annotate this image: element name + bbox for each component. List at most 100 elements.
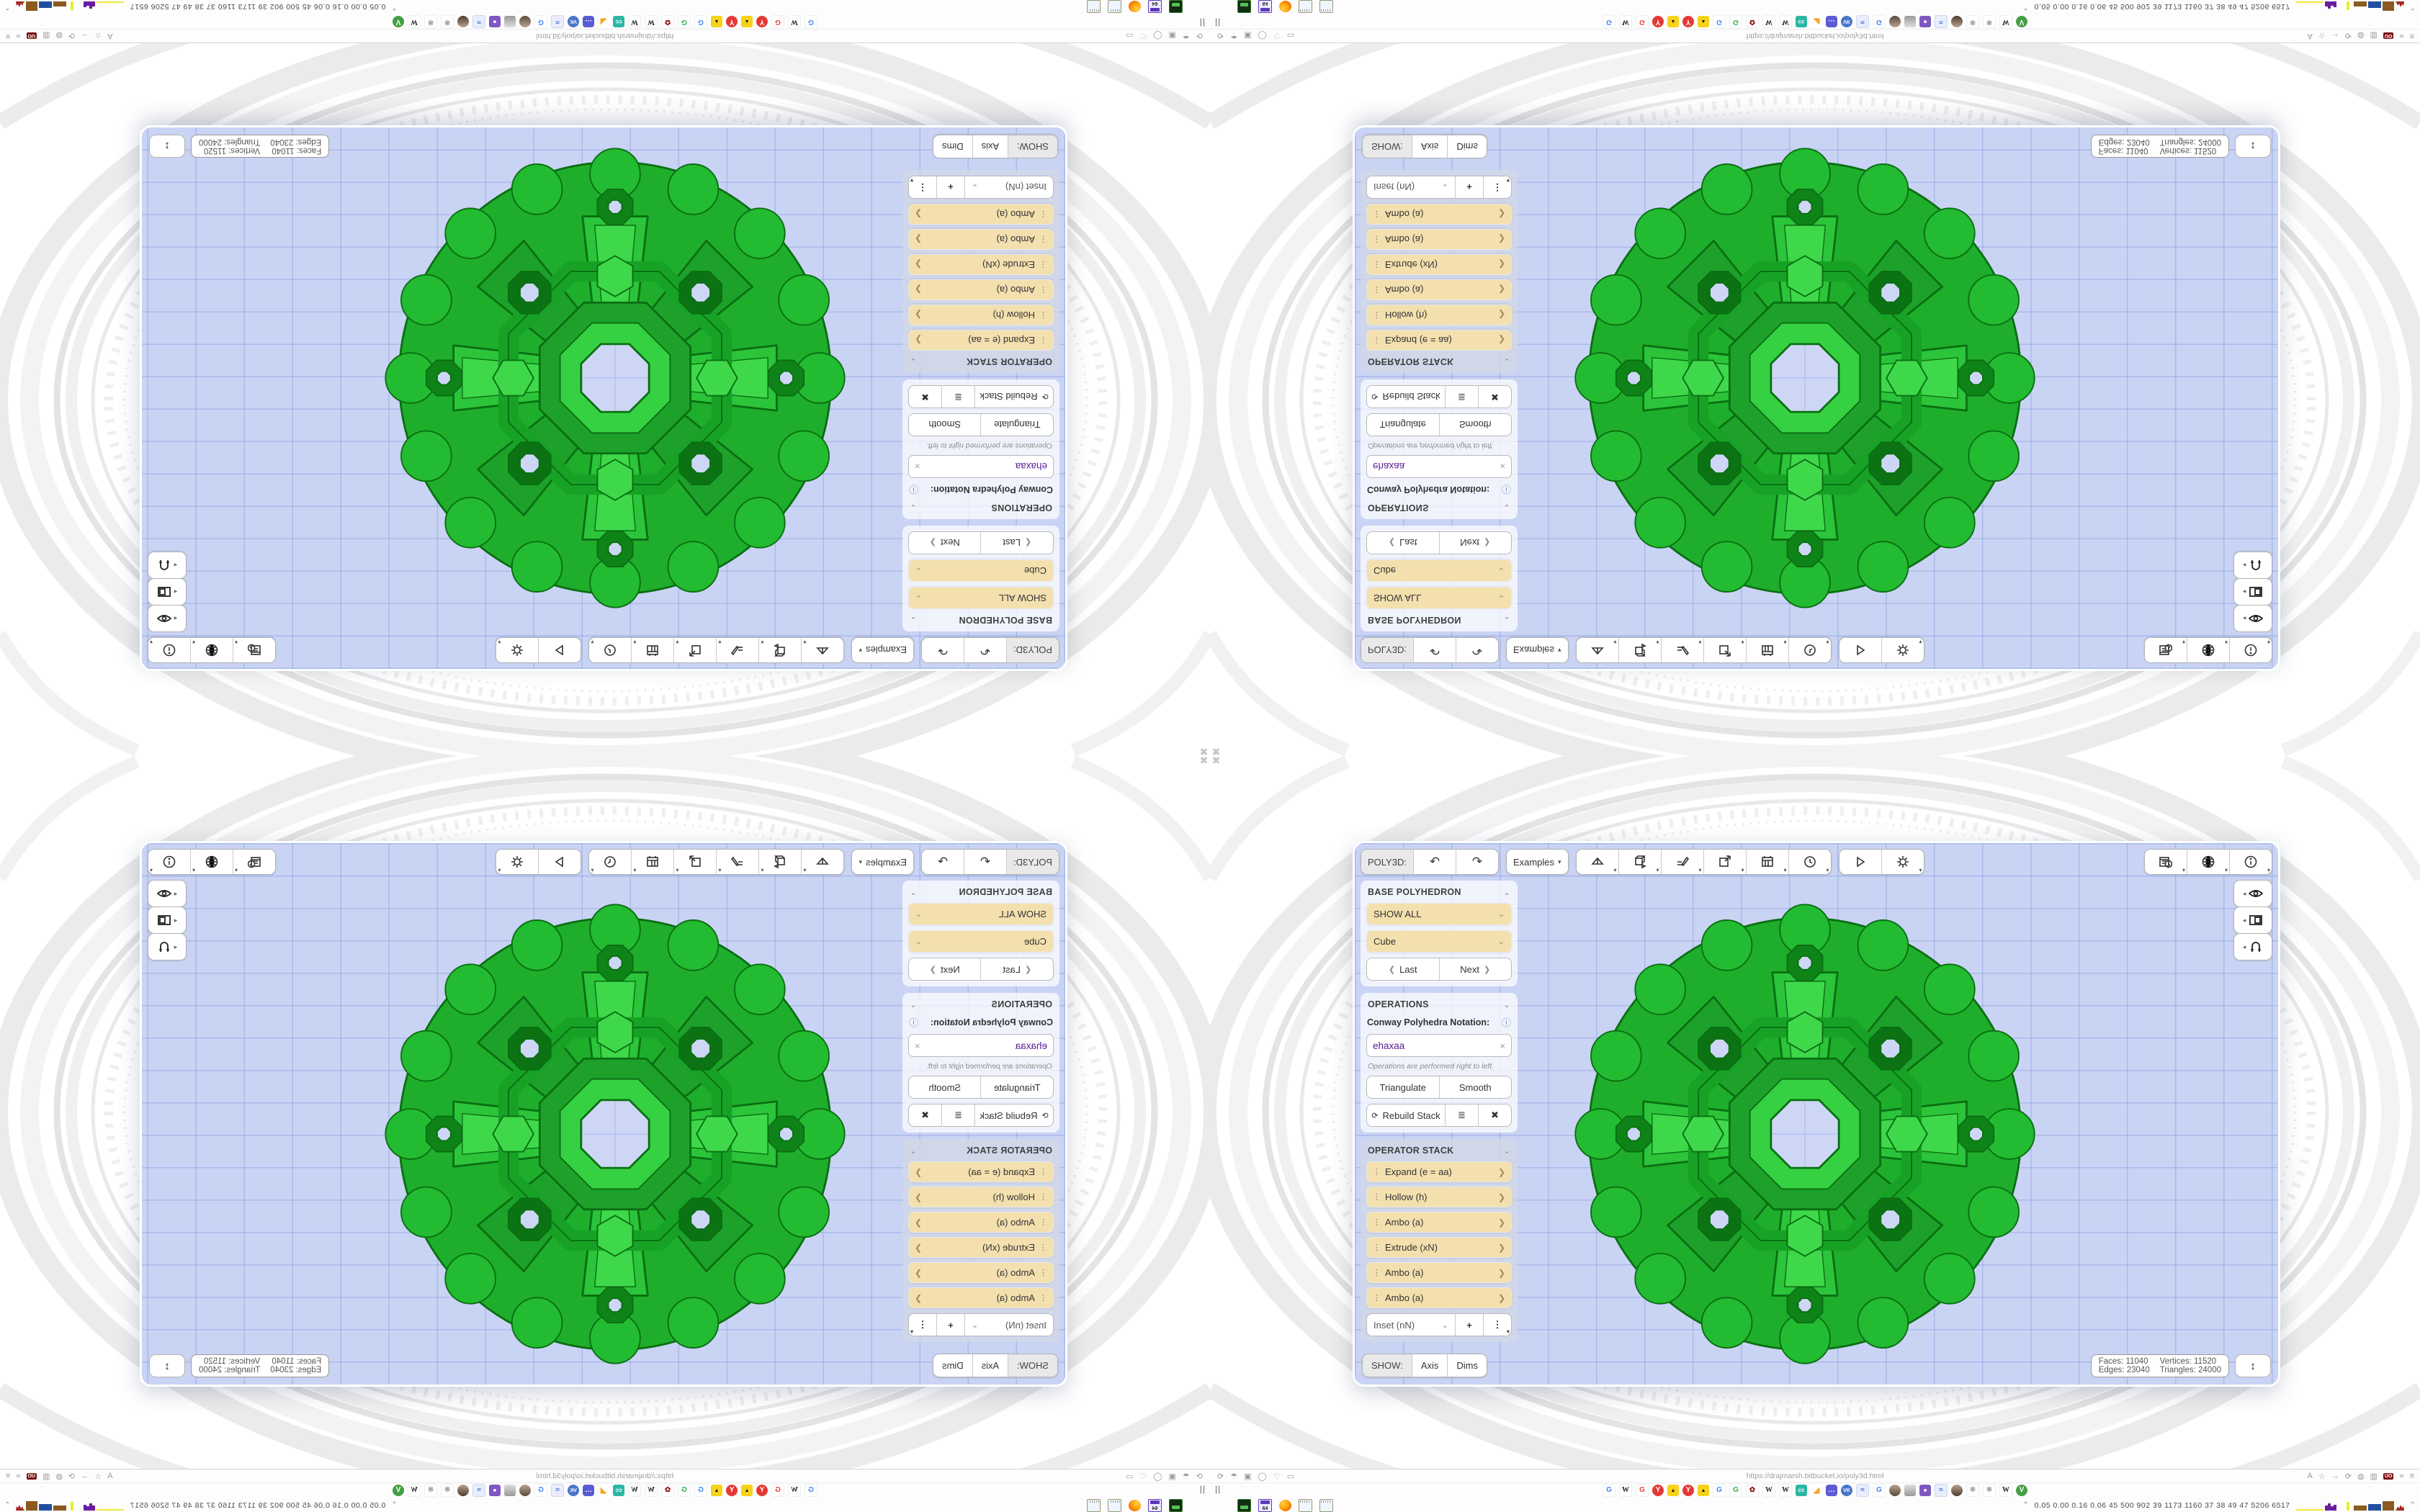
add-operator-select[interactable]: Inset (nN) ⌄: [972, 181, 1047, 193]
base-shape-select[interactable]: Cube ⌄: [1366, 559, 1512, 582]
bookmark-favicon[interactable]: …: [583, 16, 594, 27]
operator-stack-row[interactable]: ⋮ Ambo (a) ❯: [908, 1287, 1054, 1308]
toolbar-icon[interactable]: ▣: [1244, 31, 1252, 40]
undo-button[interactable]: ↶: [964, 850, 1008, 874]
dims-toggle[interactable]: Dims: [933, 135, 973, 158]
bookmark-favicon[interactable]: [1904, 1485, 1916, 1496]
bookmark-favicon[interactable]: [1951, 1485, 1963, 1496]
clear-stack-button[interactable]: ✖: [1478, 386, 1511, 408]
operator-stack-row[interactable]: ⋮ Hollow (h) ❯: [1366, 1187, 1512, 1207]
bookmark-favicon[interactable]: W: [1619, 1484, 1632, 1497]
rebuild-stack-button[interactable]: ⟳ Rebuild Stack: [980, 391, 1049, 402]
bookmark-favicon[interactable]: W: [1762, 1484, 1775, 1497]
add-operator-select[interactable]: Inset (nN) ⌄: [1373, 181, 1448, 193]
firefox-icon[interactable]: [1129, 1499, 1141, 1511]
bookmark-favicon[interactable]: ※: [424, 1484, 437, 1497]
chevron-up-icon[interactable]: ⌃: [4, 1501, 11, 1509]
bookmark-favicon[interactable]: G: [771, 1484, 784, 1497]
ublock-icon[interactable]: UO: [26, 1472, 37, 1480]
bookmark-favicon[interactable]: V: [393, 16, 404, 27]
bookmark-favicon[interactable]: ≈: [551, 15, 564, 28]
info-button[interactable]: ▾: [148, 638, 191, 662]
globe-button[interactable]: ▾: [2187, 850, 2229, 874]
toolbar-icon[interactable]: →: [81, 32, 89, 41]
disk-utility-icon[interactable]: [1237, 1498, 1251, 1512]
operator-stack-row[interactable]: ⋮ Expand (e = aa) ❯: [1366, 330, 1512, 351]
notepad-icon[interactable]: [1299, 0, 1312, 14]
visibility-button[interactable]: ◂: [2233, 880, 2272, 907]
info-icon[interactable]: ⓘ: [1501, 484, 1511, 495]
clock-button[interactable]: ▾: [1788, 638, 1831, 662]
settings-button[interactable]: ▾: [496, 850, 539, 874]
base-shape-select[interactable]: Cube ⌄: [908, 559, 1054, 582]
bookmark-favicon[interactable]: G: [1713, 1484, 1726, 1497]
export-button[interactable]: ▾: [674, 850, 717, 874]
next-button[interactable]: Next ❯: [909, 958, 982, 980]
bookmark-favicon[interactable]: W: [788, 1484, 801, 1497]
ublock-icon[interactable]: UO: [26, 32, 37, 40]
axis-toggle[interactable]: Axis: [1411, 135, 1448, 158]
notepad-icon[interactable]: [1108, 0, 1121, 14]
triangulate-button[interactable]: Triangulate: [1379, 419, 1427, 431]
add-operator-select[interactable]: Inset (nN) ⌄: [1373, 1319, 1448, 1331]
bookmark-favicon[interactable]: G: [1636, 15, 1649, 28]
toolbar-icon[interactable]: ◍: [2357, 1472, 2365, 1481]
operator-stack-row[interactable]: ⋮ Ambo (a) ❯: [908, 204, 1054, 225]
base-polyhedron-header[interactable]: BASE POLYHEDRON ⌄: [910, 615, 1052, 625]
bookmark-favicon[interactable]: Y: [756, 16, 768, 27]
chevron-up-icon[interactable]: ⌃: [391, 1501, 398, 1509]
bookmark-favicon[interactable]: ✿: [661, 15, 674, 28]
notepad-icon[interactable]: [1087, 1498, 1101, 1512]
menu-icon[interactable]: ≡: [6, 32, 11, 40]
bookmark-favicon[interactable]: VK: [1841, 16, 1852, 27]
bookmark-favicon[interactable]: …: [1826, 16, 1837, 27]
bookmark-favicon[interactable]: ≈: [1935, 1484, 1948, 1497]
operator-stack-header[interactable]: OPERATOR STACK ⌄: [910, 1146, 1052, 1156]
menu-icon[interactable]: ≡: [2409, 1472, 2414, 1480]
bookmark-favicon[interactable]: [457, 1485, 469, 1496]
bookmark-favicon[interactable]: G: [534, 1484, 547, 1497]
bookmark-favicon[interactable]: W: [645, 15, 658, 28]
share-model-button[interactable]: ▾: [1576, 638, 1618, 662]
toolbar-icon[interactable]: ⟳: [68, 31, 76, 40]
bookmark-favicon[interactable]: G: [1636, 1484, 1649, 1497]
drag-handle-icon[interactable]: ⋮: [1373, 1269, 1381, 1277]
chevron-up-icon[interactable]: ⌃: [2409, 1501, 2416, 1509]
floppy64-icon[interactable]: 64: [1148, 1498, 1162, 1512]
magnet-button[interactable]: ◂: [2233, 933, 2272, 960]
operator-stack-row[interactable]: ⋮ Ambo (a) ❯: [1366, 1212, 1512, 1233]
examples-dropdown[interactable]: Examples ▾: [852, 638, 914, 662]
bookmark-favicon[interactable]: ※: [1966, 15, 1979, 28]
operator-stack-row[interactable]: ⋮ Hollow (h) ❯: [908, 305, 1054, 325]
floppy64-icon[interactable]: 64: [1148, 0, 1162, 14]
smooth-button[interactable]: Smooth: [909, 414, 982, 436]
operator-more-button[interactable]: ⋮ ▾: [1483, 176, 1511, 198]
drag-handle-icon[interactable]: ⋮: [1040, 235, 1047, 243]
magnet-button[interactable]: ◂: [148, 933, 187, 960]
bookmark-favicon[interactable]: ≈: [1856, 1484, 1869, 1497]
calendar-clock-button[interactable]: ▾: [233, 638, 275, 662]
operations-header[interactable]: OPERATIONS ⌄: [910, 999, 1052, 1009]
play-button[interactable]: [1839, 850, 1881, 874]
toolbar-icon[interactable]: ♡: [1139, 1472, 1147, 1481]
last-button[interactable]: ❮ Last: [1388, 537, 1417, 549]
clear-input-icon[interactable]: ×: [1500, 461, 1505, 472]
base-polyhedron-header[interactable]: BASE POLYHEDRON ⌄: [910, 887, 1052, 897]
drag-handle-icon[interactable]: ⋮: [1040, 260, 1047, 269]
toolbar-icon[interactable]: ◍: [55, 1472, 63, 1481]
toolbar-icon[interactable]: ◯: [1258, 1472, 1267, 1481]
operations-header[interactable]: OPERATIONS ⌄: [1368, 999, 1510, 1009]
info-icon[interactable]: ⓘ: [909, 484, 919, 495]
examples-dropdown[interactable]: Examples ▾: [1506, 638, 1568, 662]
bookmark-favicon[interactable]: ◢: [1811, 16, 1822, 27]
show-all-select[interactable]: SHOW ALL ⌄: [908, 587, 1054, 609]
operator-stack-row[interactable]: ⋮ Expand (e = aa) ❯: [908, 1161, 1054, 1182]
toolbar-icon[interactable]: A: [107, 32, 113, 41]
redo-button[interactable]: ↷: [922, 638, 965, 662]
firefox-icon[interactable]: [1129, 1, 1141, 13]
bookmark-favicon[interactable]: ≈: [1935, 15, 1948, 28]
clear-input-icon[interactable]: ×: [1500, 1040, 1505, 1051]
export-button[interactable]: ▾: [674, 638, 717, 662]
cube-play-button[interactable]: ▾: [759, 638, 802, 662]
fit-view-button[interactable]: ↕: [149, 1354, 185, 1377]
